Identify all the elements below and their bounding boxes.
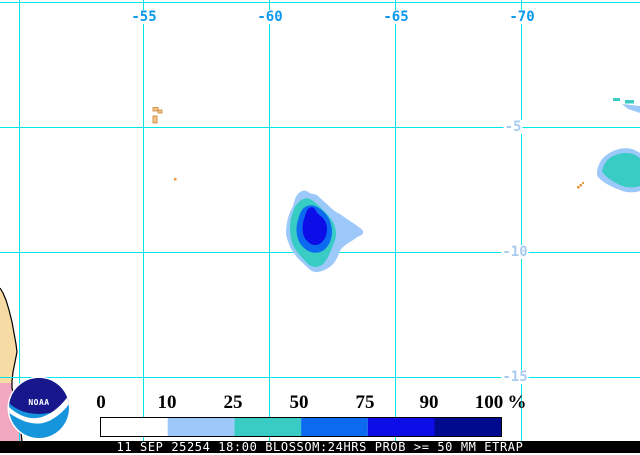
noaa-logo: NOAA: [7, 376, 71, 440]
noaa-logo-fan: [9, 378, 69, 414]
island-dot: [582, 182, 584, 184]
streak-teal: [625, 100, 634, 104]
status-bar: 11 SEP 25254 18:00 BLOSSOM:24HRS PROB >=…: [0, 441, 640, 453]
lon-label--55: -55: [130, 9, 158, 25]
island: [157, 109, 163, 114]
lat-label--15: -15: [501, 369, 529, 385]
east-cell-band-25-50: [602, 152, 640, 188]
noaa-logo-text: NOAA: [28, 398, 49, 407]
colorbar-segment-75-90: [367, 418, 435, 436]
colorbar-tick-25: 25: [223, 392, 243, 413]
main-cell-band-75-90: [302, 207, 327, 245]
island-dot: [577, 186, 580, 189]
colorbar-unit: %: [507, 392, 527, 413]
status-bar-text: 11 SEP 25254 18:00 BLOSSOM:24HRS PROB >=…: [116, 440, 524, 454]
lon-label--60: -60: [256, 9, 284, 25]
island-group-north: [152, 107, 163, 124]
colorbar-tick-90: 90: [419, 392, 439, 413]
colorbar-tick-10: 10: [157, 392, 177, 413]
lat-label--5: -5: [503, 119, 523, 135]
colorbar-tick-75: 75: [355, 392, 375, 413]
island-group-east: [577, 182, 584, 189]
island: [152, 107, 159, 112]
streak-lightblue: [622, 104, 640, 113]
lon-label--65: -65: [382, 9, 410, 25]
colorbar-segment-0-10: [101, 418, 168, 436]
colorbar-segment-90-100: [434, 418, 501, 436]
colorbar: [100, 417, 502, 437]
colorbar-segment-50-75: [301, 418, 368, 436]
noaa-logo-gull: [24, 417, 51, 423]
island: [152, 115, 158, 124]
island-dot: [174, 178, 177, 181]
streak-teal: [613, 98, 620, 101]
colorbar-tick-0: 0: [96, 392, 106, 413]
graticule: [0, 0, 640, 441]
lon-label--70: -70: [508, 9, 536, 25]
colorbar-tick-50: 50: [289, 392, 309, 413]
noaa-logo-swoosh: [9, 392, 69, 424]
colorbar-tick-100: 100: [474, 392, 504, 413]
probability-overlay: [286, 98, 640, 273]
land-layer: [0, 107, 584, 442]
island-dot: [579, 184, 582, 187]
colorbar-segment-10-25: [167, 418, 235, 436]
lat-label--10: -10: [501, 244, 529, 260]
colorbar-segment-25-50: [234, 418, 302, 436]
colorbar-border: [100, 417, 502, 437]
